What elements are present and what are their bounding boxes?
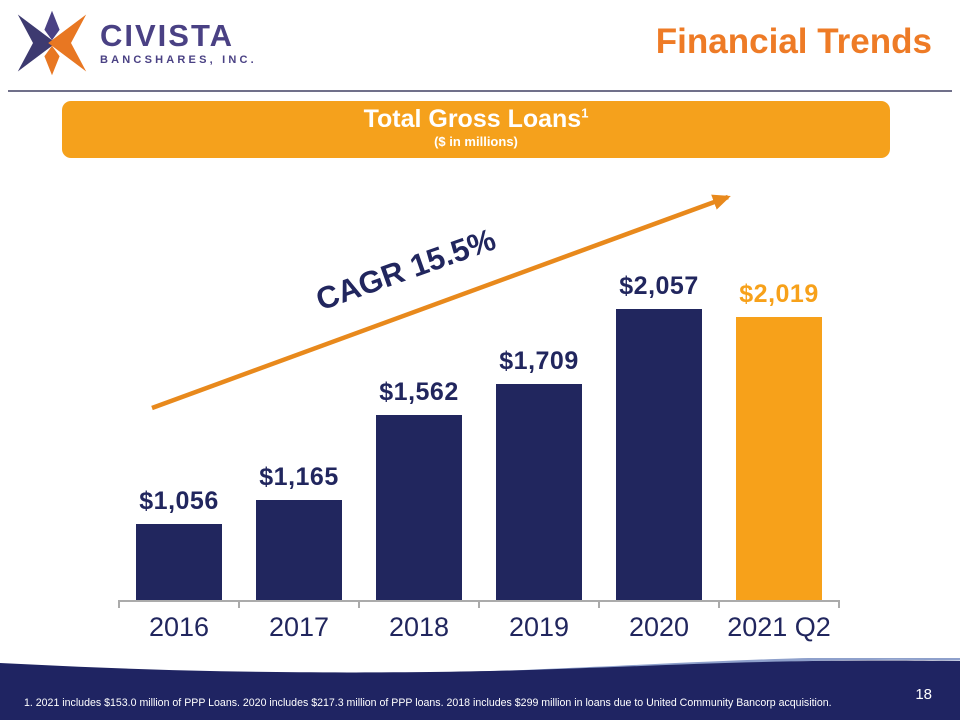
page-number: 18	[915, 686, 932, 703]
category-label: 2018	[388, 612, 450, 642]
category-label: 2017	[268, 612, 330, 642]
civista-star-icon	[17, 10, 87, 76]
chart-subtitle: ($ in millions)	[434, 133, 518, 149]
value-label: $2,019	[739, 280, 819, 308]
axis-tick	[358, 600, 360, 608]
axis-tick	[478, 600, 480, 608]
chart-title-banner: Total Gross Loans1 ($ in millions)	[62, 101, 890, 158]
logo-text: CIVISTA BANCSHARES, INC.	[100, 20, 257, 66]
value-label: $1,562	[379, 378, 459, 406]
civista-logo: CIVISTA BANCSHARES, INC.	[14, 8, 257, 78]
chart-title-text: Total Gross Loans	[363, 105, 582, 133]
header: CIVISTA BANCSHARES, INC. Financial Trend…	[0, 0, 960, 90]
bar-group-2019: $1,709 2019	[479, 300, 599, 642]
header-divider	[8, 90, 952, 92]
category-label: 2020	[628, 612, 690, 642]
bar-group-2020: $2,057 2020	[599, 272, 719, 642]
value-label: $1,165	[259, 463, 339, 491]
category-label: 2019	[508, 612, 570, 642]
logo-bottom-point	[44, 45, 60, 76]
axis-tick	[838, 600, 840, 608]
footer-wave	[0, 658, 960, 720]
logo-company-subtitle: BANCSHARES, INC.	[100, 54, 257, 66]
bar-group-2017: $1,165 2017	[239, 300, 359, 642]
logo-top-point	[44, 10, 60, 41]
value-label: $1,709	[499, 347, 579, 375]
bar	[616, 309, 702, 600]
bar-group-2021 Q2: $2,019 2021 Q2	[719, 280, 839, 642]
chart-title: Total Gross Loans1	[62, 105, 890, 134]
logo-orange-chevron	[48, 14, 87, 72]
footer: 1. 2021 includes $153.0 million of PPP L…	[0, 658, 960, 720]
logo-purple-chevron	[17, 14, 56, 72]
bar	[496, 384, 582, 600]
bar	[256, 500, 342, 600]
bar	[376, 415, 462, 600]
value-label: $1,056	[139, 487, 219, 515]
slide-title: Financial Trends	[655, 22, 932, 61]
bar	[736, 317, 822, 600]
value-label: $2,057	[619, 272, 699, 300]
footer-wave-navy	[0, 660, 960, 720]
bar-group-2018: $1,562 2018	[359, 300, 479, 642]
category-label: 2016	[148, 612, 210, 642]
logo-company-name: CIVISTA	[100, 18, 234, 53]
axis-tick	[718, 600, 720, 608]
footnote-text: 1. 2021 includes $153.0 million of PPP L…	[24, 697, 832, 709]
category-label: 2021 Q2	[727, 612, 831, 642]
bar	[136, 524, 222, 600]
axis-tick	[598, 600, 600, 608]
bar-group-2016: $1,056 2016	[119, 300, 239, 642]
footnote-marker: 1	[581, 105, 589, 121]
axis-tick	[118, 600, 120, 608]
plot-area: $1,056 2016 $1,165 2017 $1,562 2018 $1,709 2019…	[118, 272, 840, 642]
axis-tick	[238, 600, 240, 608]
